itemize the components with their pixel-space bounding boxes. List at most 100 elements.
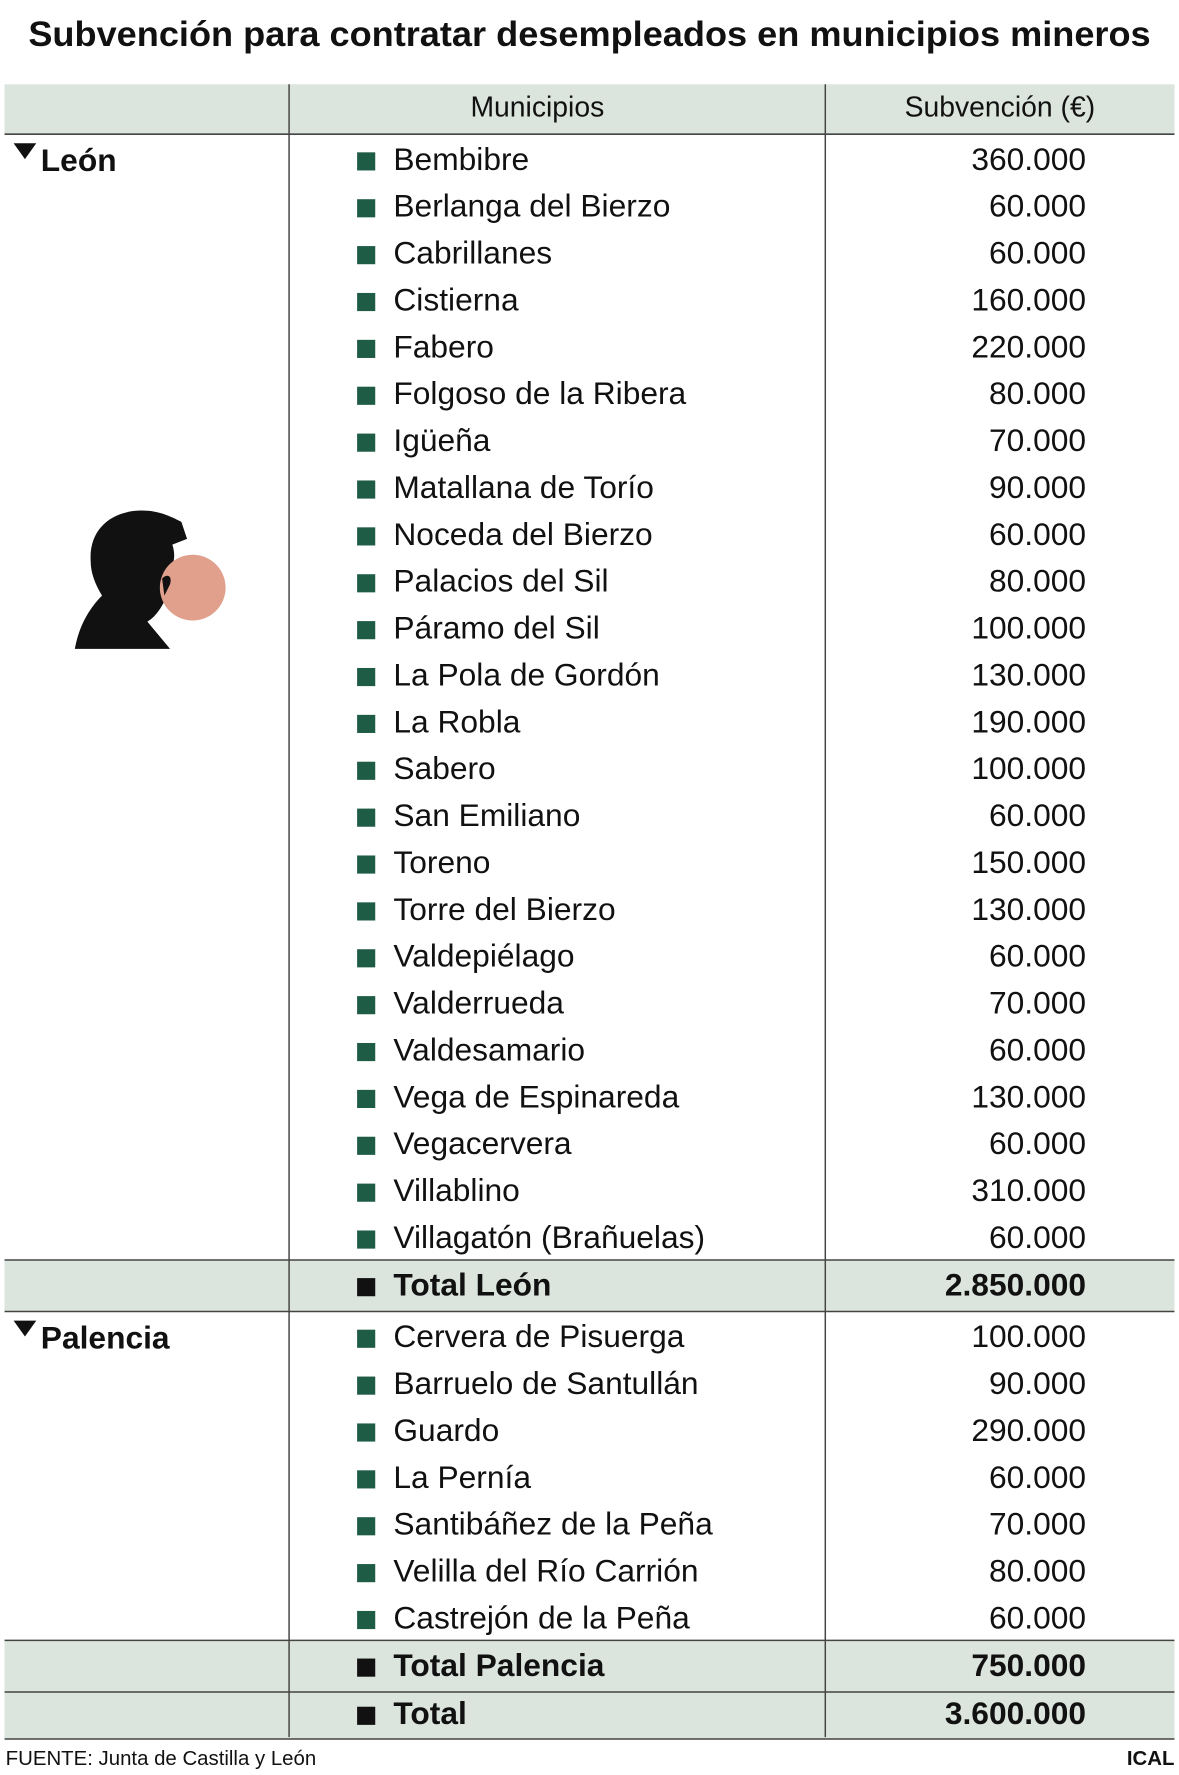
bullet [357, 1470, 376, 1489]
amount: 100.000 [971, 610, 1086, 646]
municipality: Total Palencia [393, 1647, 604, 1683]
credit: ICAL [1127, 1748, 1175, 1770]
total-band [4, 1640, 1175, 1692]
bullet [357, 339, 376, 358]
amount: 70.000 [989, 1506, 1086, 1542]
municipality: Matallana de Torío [393, 469, 654, 505]
municipality: Torre del Bierzo [393, 891, 615, 927]
amount: 2.850.000 [945, 1267, 1086, 1303]
municipality: Cabrillanes [393, 235, 552, 271]
bullet [357, 1136, 376, 1155]
bullet [357, 621, 376, 640]
municipality: Igüeña [393, 422, 490, 458]
bullet [357, 1517, 376, 1536]
amount: 60.000 [989, 797, 1086, 833]
amount: 60.000 [989, 938, 1086, 974]
municipality: Valderrueda [393, 985, 564, 1021]
municipality: Villablino [393, 1172, 519, 1208]
title: Subvención para contratar desempleados e… [28, 15, 1150, 54]
municipality: Páramo del Sil [393, 610, 599, 646]
header-band [4, 84, 1175, 135]
miner-icon [74, 510, 226, 649]
municipality: Total León [393, 1267, 551, 1303]
bullet [357, 574, 376, 593]
amount: 310.000 [971, 1172, 1086, 1208]
municipality: Cervera de Pisuerga [393, 1318, 684, 1354]
table-body: León Bembibre 360.000 Berlanga del Bierzo 60… [4, 141, 1175, 1740]
header-cell: Municipios [470, 92, 604, 124]
municipality: Castrejón de la Peña [393, 1599, 690, 1635]
municipality: Sabero [393, 750, 495, 786]
municipality: Valdesamario [393, 1031, 585, 1067]
amount: 60.000 [989, 235, 1086, 271]
municipality: La Pola de Gordón [393, 656, 659, 692]
bullet [357, 1183, 376, 1202]
municipality: Valdepiélago [393, 938, 574, 974]
amount: 90.000 [989, 1365, 1086, 1401]
amount: 290.000 [971, 1412, 1086, 1448]
bullet [357, 1423, 376, 1442]
amount: 60.000 [989, 1219, 1086, 1255]
group-name: León [41, 142, 117, 178]
amount: 3.600.000 [945, 1695, 1086, 1731]
source: FUENTE: Junta de Castilla y León [6, 1748, 317, 1770]
bullet [357, 996, 376, 1015]
municipality: Bembibre [393, 141, 529, 177]
amount: 130.000 [971, 1078, 1086, 1114]
amount: 60.000 [989, 188, 1086, 224]
bullet [357, 761, 376, 780]
bullet [357, 714, 376, 733]
bullet [357, 1564, 376, 1583]
bullet [357, 1706, 376, 1725]
municipality: Berlanga del Bierzo [393, 188, 670, 224]
municipality: Toreno [393, 844, 490, 880]
municipality: Palacios del Sil [393, 563, 608, 599]
amount: 80.000 [989, 1553, 1086, 1589]
municipality: Barruelo de Santullán [393, 1365, 698, 1401]
amount: 360.000 [971, 141, 1086, 177]
municipality: Noceda del Bierzo [393, 516, 652, 552]
bullet [357, 855, 376, 874]
header-cell: Subvención (€) [905, 92, 1096, 124]
amount: 190.000 [971, 703, 1086, 739]
municipality: Cistierna [393, 281, 519, 317]
amount: 750.000 [971, 1647, 1086, 1683]
municipality: San Emiliano [393, 797, 580, 833]
bullet [357, 1329, 376, 1348]
amount: 70.000 [989, 985, 1086, 1021]
municipality: Velilla del Río Carrión [393, 1553, 698, 1589]
total-band [4, 1691, 1175, 1740]
bullet [357, 1610, 376, 1630]
bullet [357, 808, 376, 827]
amount: 100.000 [971, 1318, 1086, 1354]
amount: 80.000 [989, 563, 1086, 599]
bullet [357, 902, 376, 921]
amount: 160.000 [971, 281, 1086, 317]
municipality: Vegacervera [393, 1125, 572, 1161]
bullet [357, 246, 376, 265]
bullet [357, 1042, 376, 1062]
bullet [357, 199, 376, 218]
amount: 80.000 [989, 375, 1086, 411]
bullet [357, 292, 376, 312]
municipality: Vega de Espinareda [393, 1078, 679, 1114]
amount: 130.000 [971, 891, 1086, 927]
bullet [357, 527, 376, 546]
bullet [357, 1230, 376, 1249]
municipality: Folgoso de la Ribera [393, 375, 686, 411]
bullet [357, 667, 376, 687]
bullet [357, 152, 376, 171]
total-band [4, 1259, 1175, 1312]
municipality: Guardo [393, 1412, 499, 1448]
bullet [357, 386, 376, 405]
bullet [357, 480, 376, 499]
municipality: Fabero [393, 328, 494, 364]
amount: 70.000 [989, 422, 1086, 458]
municipality: Villagatón (Brañuelas) [393, 1219, 705, 1255]
municipality: La Robla [393, 703, 520, 739]
municipality: Santibáñez de la Peña [393, 1506, 713, 1542]
amount: 130.000 [971, 656, 1086, 692]
group-marker [13, 143, 37, 160]
